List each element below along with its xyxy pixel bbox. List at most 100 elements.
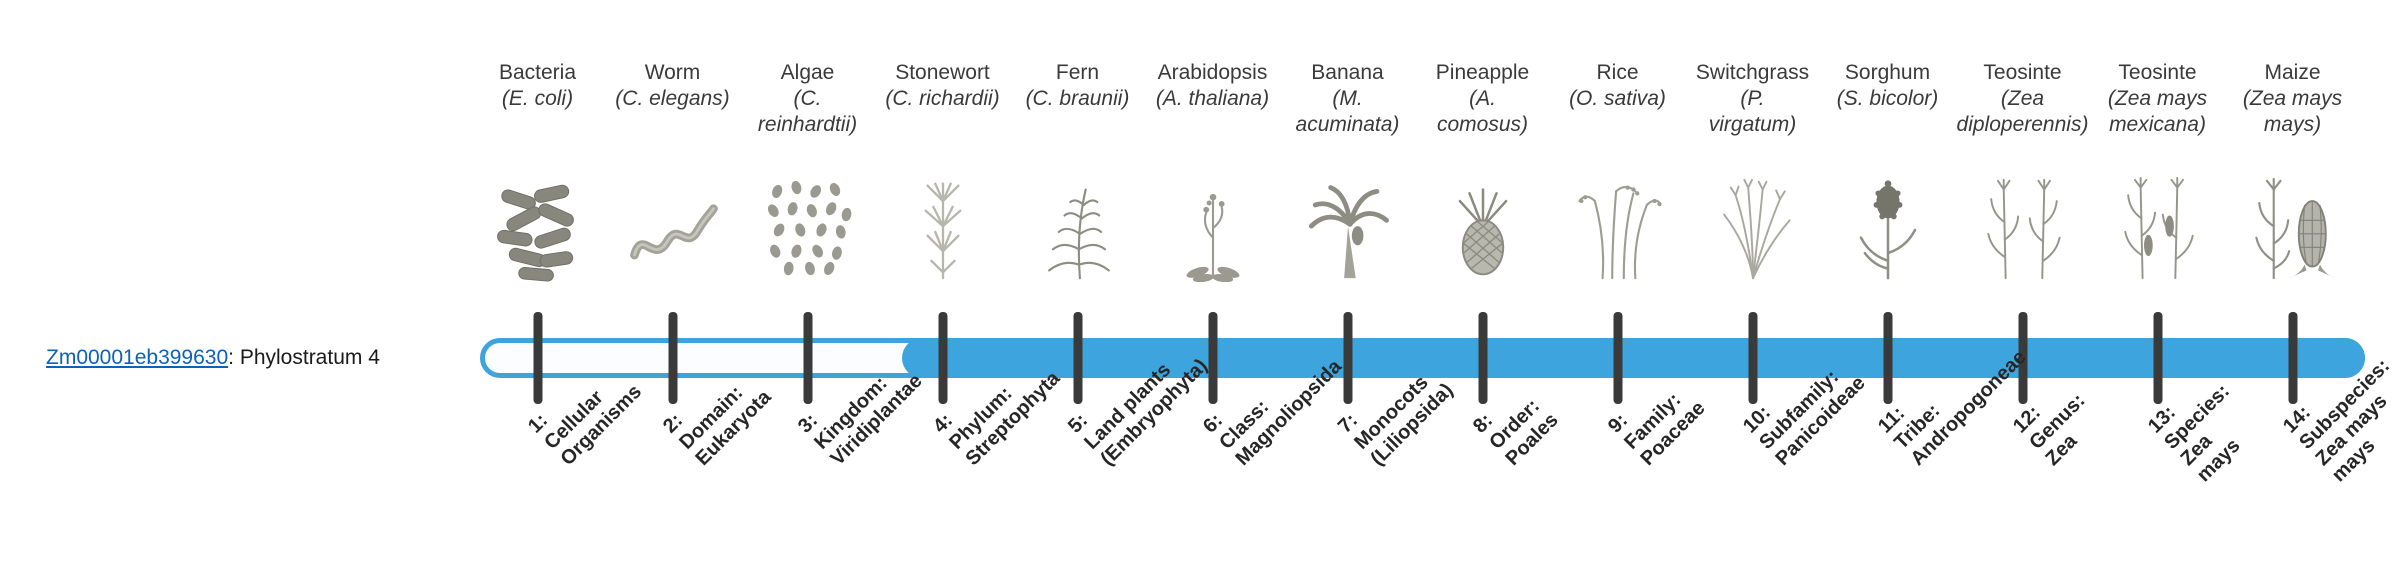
organism-common-name: Maize (2264, 61, 2321, 84)
organism-common-name: Rice (1596, 61, 1639, 84)
organism-name-block: Worm (C. elegans) (591, 60, 755, 112)
organism-scientific-name: (C. elegans) (615, 87, 730, 110)
stratum-label-wrap: 1: Cellular Organisms (524, 381, 646, 489)
tick-mark (2288, 312, 2297, 404)
organism-name-block: Pineapple (A. comosus) (1401, 60, 1565, 138)
stratum-label-wrap: 14: Subspecies: Zea mays mays (2279, 355, 2400, 512)
organism-name-block: Fern (C. braunii) (996, 60, 1160, 112)
organism-column: Stonewort (C. richardii) 4: Phylum: Stre… (875, 0, 1063, 580)
tick-mark (2153, 312, 2162, 404)
organism-name-block: Stonewort (C. richardii) (861, 60, 1025, 112)
arabidopsis-icon (1161, 176, 1265, 282)
tick-mark (1748, 312, 1757, 404)
banana-icon (1296, 176, 1400, 282)
organism-common-name: Worm (644, 61, 701, 84)
organism-common-name: Bacteria (498, 61, 577, 84)
organism-name-block: Sorghum (S. bicolor) (1806, 60, 1970, 112)
organism-column: Pineapple (A. comosus) 8: Order: Poal (1415, 0, 1563, 580)
organism-scientific-name: (C. reinhardtii) (757, 87, 858, 136)
stratum-label-wrap: 10: Subfamily: Panicoideae (1739, 366, 1870, 489)
organism-common-name: Banana (1311, 61, 1384, 84)
tick-mark (1613, 312, 1622, 404)
organism-scientific-name: (Zea mays mexicana) (2107, 87, 2208, 136)
tick-mark (1343, 312, 1352, 404)
organism-column: Banana (M. acuminata) 7: Monocots (Lilio… (1280, 0, 1457, 580)
organism-name-block: Maize (Zea mays mays) (2211, 60, 2375, 138)
organism-common-name: Pineapple (1435, 61, 1530, 84)
organism-name-block: Algae (C. reinhardtii) (726, 60, 890, 138)
organism-name-block: Rice (O. sativa) (1536, 60, 1700, 112)
stratum-label-wrap: 9: Family: Poaceae (1604, 389, 1709, 489)
tick-mark (1883, 312, 1892, 404)
organism-column: Sorghum (S. bicolor) 11: (1820, 0, 2030, 580)
teosinte-mexicana-icon (2106, 176, 2210, 282)
organism-common-name: Stonewort (895, 61, 990, 84)
stratum-label-wrap: 7: Monocots (Liliopsida) (1334, 371, 1458, 489)
organism-common-name: Teosinte (1983, 61, 2062, 84)
organism-column: Fern (C. braunii) 5: Land plants (Embryo… (1010, 0, 1212, 580)
stonewort-icon (891, 176, 995, 282)
organism-common-name: Algae (780, 61, 835, 84)
organism-column: Teosinte (Zea mays mexicana) (2090, 0, 2244, 580)
pineapple-icon (1431, 176, 1535, 282)
organism-common-name: Arabidopsis (1157, 61, 1268, 84)
organism-common-name: Fern (1055, 61, 1100, 84)
maize-icon (2241, 176, 2345, 282)
tick-mark (1478, 312, 1487, 404)
tick-mark (1073, 312, 1082, 404)
phylostratum-text: : Phylostratum 4 (228, 346, 380, 369)
organism-scientific-name: (Zea mays mays) (2242, 87, 2343, 136)
organism-column: Worm (C. elegans) 2: Domain: Eukaryota (605, 0, 775, 580)
organism-scientific-name: (C. braunii) (1025, 87, 1130, 110)
organism-scientific-name: (S. bicolor) (1836, 87, 1939, 110)
organism-column: Maize (Zea mays mays) (2225, 0, 2394, 580)
teosinte-diploperennis-icon (1971, 176, 2075, 282)
phylostrata-columns: Bacteria (E. coli) 1: Cellular O (470, 0, 2394, 580)
organism-name-block: Teosinte (Zea mays mexicana) (2076, 60, 2240, 138)
organism-common-name: Teosinte (2118, 61, 2197, 84)
organism-name-block: Switchgrass (P. virgatum) (1671, 60, 1835, 138)
organism-column: Rice (O. sativa) (1550, 0, 1709, 580)
organism-name-block: Bacteria (E. coli) (456, 60, 620, 112)
organism-scientific-name: (A. thaliana) (1155, 87, 1270, 110)
tick-mark (1208, 312, 1217, 404)
organism-scientific-name: (A. comosus) (1436, 87, 1529, 136)
stratum-label-wrap: 3: Kingdom: Viridiplantae (794, 370, 928, 489)
tick-mark (803, 312, 812, 404)
switchgrass-icon (1701, 176, 1805, 282)
tick-mark (668, 312, 677, 404)
gene-label: Zm00001eb399630: Phylostratum 4 (46, 346, 380, 370)
organism-column: Bacteria (E. coli) 1: Cellular O (470, 0, 645, 580)
stratum-label-wrap: 13: Species: Zea mays (2144, 380, 2245, 512)
rice-icon (1566, 176, 1670, 282)
sorghum-icon (1836, 176, 1940, 282)
organism-scientific-name: (P. virgatum) (1708, 87, 1797, 136)
organism-scientific-name: (M. acuminata) (1295, 87, 1400, 136)
stratum-label-wrap: 12: Genus: Zea (2009, 390, 2092, 489)
organism-name-block: Arabidopsis (A. thaliana) (1131, 60, 1295, 112)
organism-name-block: Banana (M. acuminata) (1266, 60, 1430, 138)
organism-scientific-name: (C. richardii) (885, 87, 1000, 110)
organism-column: Algae (C. reinhardtii) (740, 0, 926, 580)
tick-mark (533, 312, 542, 404)
stratum-label-wrap: 4: Phylum: Streptophyta (929, 367, 1066, 489)
organism-column: Switchgrass (P. virgatum) 10: Subfamily:… (1685, 0, 1869, 580)
gene-link[interactable]: Zm00001eb399630 (46, 346, 229, 369)
worm-icon (621, 176, 725, 282)
algae-icon (756, 176, 860, 282)
organism-scientific-name: (Zea diploperennis) (1956, 87, 2089, 136)
organism-name-block: Teosinte (Zea diploperennis) (1941, 60, 2105, 138)
organism-common-name: Switchgrass (1695, 61, 1810, 84)
fern-icon (1026, 176, 1130, 282)
phylostratum-bar-fill (902, 338, 2365, 378)
tick-mark (2018, 312, 2027, 404)
organism-scientific-name: (O. sativa) (1569, 87, 1666, 110)
tick-mark (938, 312, 947, 404)
stratum-label-wrap: 8: Order: Poales (1469, 395, 1563, 489)
organism-common-name: Sorghum (1844, 61, 1931, 84)
bacteria-icon (486, 176, 590, 282)
organism-column: Arabidopsis (A. thaliana) (1145, 0, 1346, 580)
stratum-label-wrap: 2: Domain: Eukaryota (659, 382, 775, 489)
organism-scientific-name: (E. coli) (501, 87, 574, 110)
